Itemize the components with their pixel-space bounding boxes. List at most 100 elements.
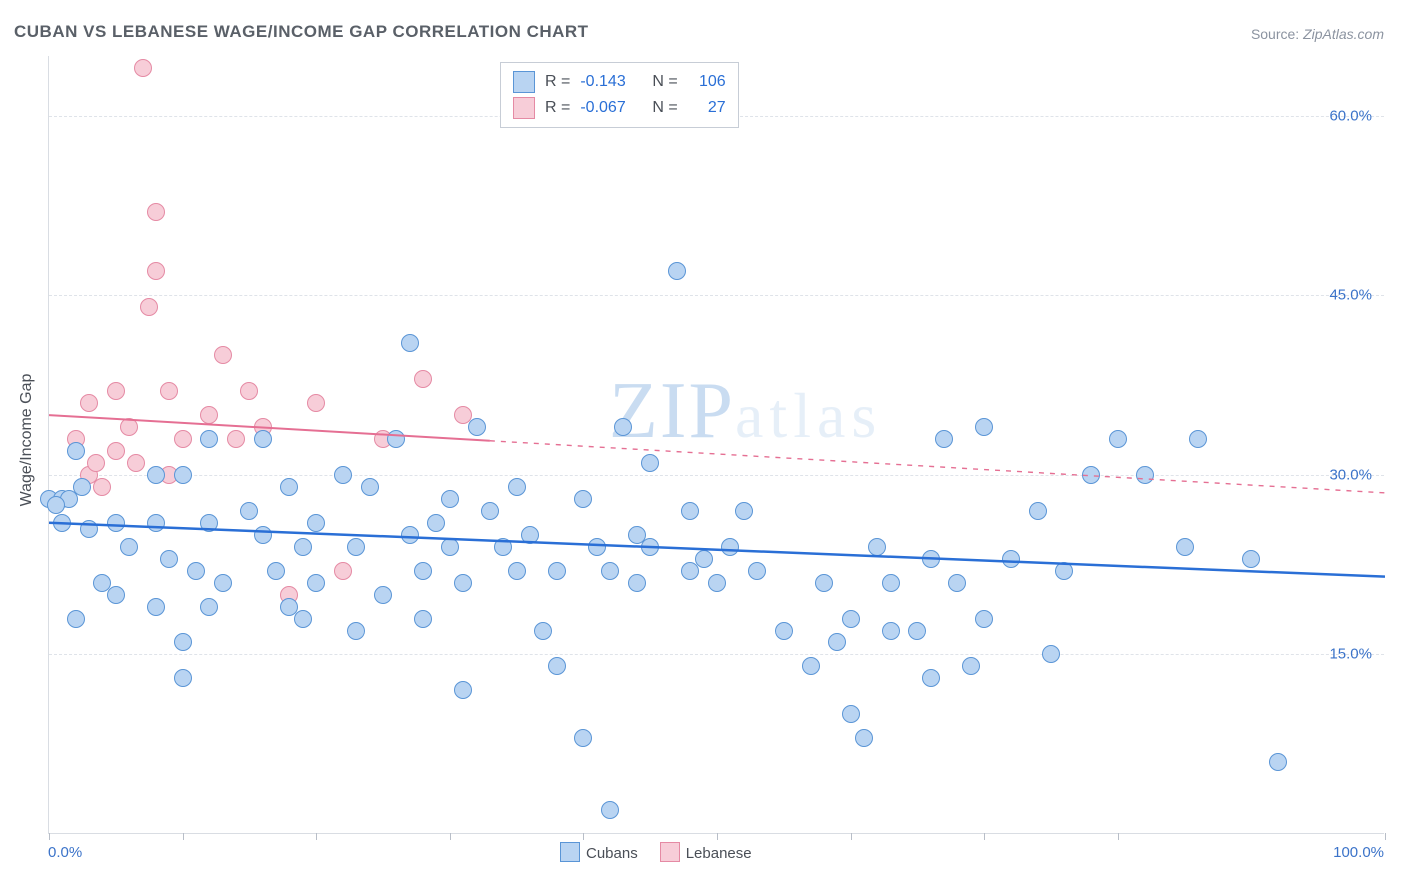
source-name: ZipAtlas.com <box>1303 26 1384 42</box>
data-point <box>174 633 192 651</box>
x-tick <box>49 833 50 840</box>
y-tick-label: 60.0% <box>1329 107 1372 124</box>
legend-label: Cubans <box>586 845 638 862</box>
data-point <box>481 502 499 520</box>
data-point <box>1002 550 1020 568</box>
y-axis-title: Wage/Income Gap <box>18 374 36 507</box>
legend-swatch <box>660 842 680 862</box>
data-point <box>214 574 232 592</box>
gridline <box>49 295 1384 296</box>
data-point <box>748 562 766 580</box>
data-point <box>1082 466 1100 484</box>
data-point <box>1042 645 1060 663</box>
data-point <box>280 478 298 496</box>
data-point <box>735 502 753 520</box>
x-tick <box>1118 833 1119 840</box>
data-point <box>147 466 165 484</box>
data-point <box>935 430 953 448</box>
data-point <box>401 526 419 544</box>
data-point <box>948 574 966 592</box>
data-point <box>240 382 258 400</box>
data-point <box>441 538 459 556</box>
data-point <box>868 538 886 556</box>
data-point <box>307 514 325 532</box>
data-point <box>307 394 325 412</box>
data-point <box>454 681 472 699</box>
data-point <box>80 520 98 538</box>
data-point <box>882 622 900 640</box>
data-point <box>414 370 432 388</box>
data-point <box>120 538 138 556</box>
data-point <box>427 514 445 532</box>
y-tick-label: 30.0% <box>1329 466 1372 483</box>
data-point <box>174 430 192 448</box>
data-point <box>1029 502 1047 520</box>
stats-n-label: N = <box>652 73 677 91</box>
data-point <box>254 430 272 448</box>
watermark: ZIPatlas <box>609 366 882 457</box>
gridline <box>49 654 1384 655</box>
data-point <box>414 562 432 580</box>
data-point <box>200 598 218 616</box>
chart-title: CUBAN VS LEBANESE WAGE/INCOME GAP CORREL… <box>14 22 589 42</box>
data-point <box>681 502 699 520</box>
x-tick <box>984 833 985 840</box>
data-point <box>1189 430 1207 448</box>
data-point <box>334 562 352 580</box>
data-point <box>347 538 365 556</box>
stats-r-label: R = <box>545 99 570 117</box>
data-point <box>414 610 432 628</box>
data-point <box>855 729 873 747</box>
data-point <box>67 442 85 460</box>
data-point <box>347 622 365 640</box>
data-point <box>67 610 85 628</box>
legend-swatch <box>560 842 580 862</box>
gridline <box>49 475 1384 476</box>
stats-r-value: -0.143 <box>580 73 642 91</box>
data-point <box>47 496 65 514</box>
data-point <box>508 478 526 496</box>
data-point <box>401 334 419 352</box>
data-point <box>200 430 218 448</box>
data-point <box>187 562 205 580</box>
data-point <box>842 610 860 628</box>
legend-label: Lebanese <box>686 845 752 862</box>
data-point <box>120 418 138 436</box>
data-point <box>842 705 860 723</box>
data-point <box>1055 562 1073 580</box>
x-tick <box>583 833 584 840</box>
data-point <box>254 526 272 544</box>
data-point <box>708 574 726 592</box>
data-point <box>93 478 111 496</box>
data-point <box>441 490 459 508</box>
data-point <box>200 514 218 532</box>
data-point <box>775 622 793 640</box>
stats-n-value: 106 <box>688 73 726 91</box>
data-point <box>147 598 165 616</box>
data-point <box>574 490 592 508</box>
legend: Cubans Lebanese <box>560 842 752 862</box>
data-point <box>668 262 686 280</box>
stats-r-label: R = <box>545 73 570 91</box>
data-point <box>174 466 192 484</box>
x-tick <box>717 833 718 840</box>
data-point <box>107 586 125 604</box>
data-point <box>508 562 526 580</box>
data-point <box>922 550 940 568</box>
data-point <box>200 406 218 424</box>
data-point <box>73 478 91 496</box>
data-point <box>240 502 258 520</box>
legend-item: Lebanese <box>660 842 752 862</box>
data-point <box>140 298 158 316</box>
stats-n-value: 27 <box>688 99 726 117</box>
data-point <box>975 418 993 436</box>
data-point <box>1242 550 1260 568</box>
data-point <box>127 454 145 472</box>
data-point <box>975 610 993 628</box>
data-point <box>534 622 552 640</box>
stats-n-label: N = <box>652 99 677 117</box>
data-point <box>374 586 392 604</box>
data-point <box>828 633 846 651</box>
data-point <box>147 514 165 532</box>
data-point <box>294 538 312 556</box>
